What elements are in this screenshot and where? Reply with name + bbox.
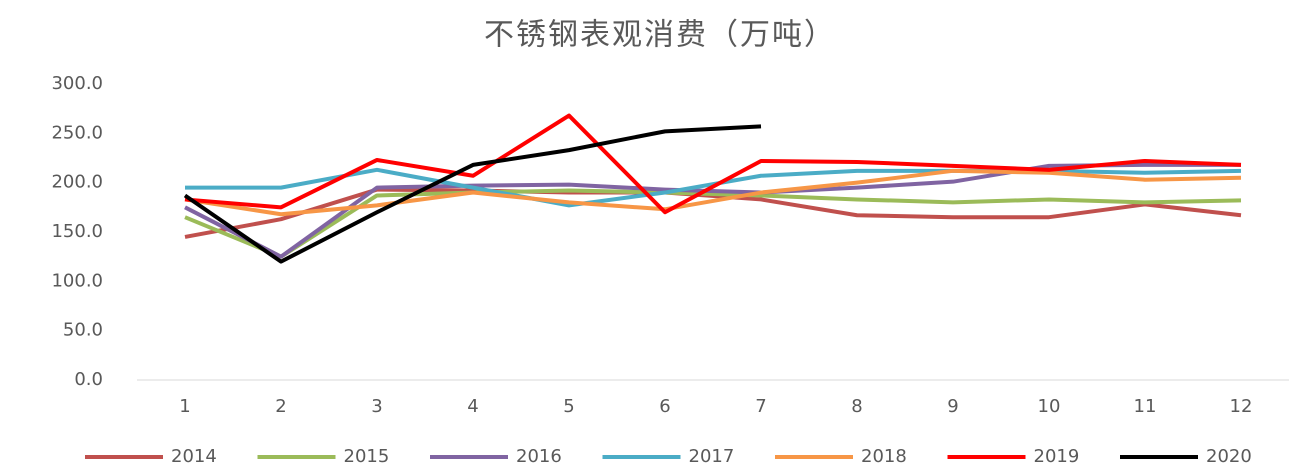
x-tick-label: 7 <box>755 396 766 417</box>
x-tick-label: 2 <box>275 396 286 417</box>
x-tick-label: 10 <box>1038 396 1061 417</box>
y-tick-label: 200.0 <box>51 172 103 193</box>
y-tick-label: 0.0 <box>74 369 103 390</box>
y-tick-label: 250.0 <box>51 122 103 143</box>
legend-label: 2018 <box>861 446 907 467</box>
x-tick-label: 5 <box>563 396 574 417</box>
x-tick-label: 8 <box>851 396 862 417</box>
legend-label: 2017 <box>689 446 735 467</box>
legend-label: 2015 <box>344 446 390 467</box>
x-tick-label: 6 <box>659 396 670 417</box>
legend-label: 2019 <box>1034 446 1080 467</box>
line-series <box>185 167 1242 208</box>
legend-label: 2020 <box>1206 446 1252 467</box>
y-tick-label: 150.0 <box>51 221 103 242</box>
y-tick-label: 100.0 <box>51 270 103 291</box>
line-series <box>183 124 762 264</box>
x-tick-label: 1 <box>179 396 190 417</box>
line-series <box>184 113 1242 215</box>
y-tick-label: 50.0 <box>63 320 103 341</box>
x-tick-label: 9 <box>947 396 958 417</box>
line-series <box>184 162 1241 259</box>
legend-label: 2016 <box>516 446 562 467</box>
legend-label: 2014 <box>171 446 217 467</box>
x-tick-label: 11 <box>1134 396 1157 417</box>
line-series <box>184 168 1242 217</box>
chart-title: 不锈钢表观消费（万吨） <box>484 18 836 53</box>
x-tick-label: 3 <box>371 396 382 417</box>
y-tick-label: 300.0 <box>51 73 103 94</box>
x-tick-label: 12 <box>1230 396 1253 417</box>
x-tick-label: 4 <box>467 396 478 417</box>
